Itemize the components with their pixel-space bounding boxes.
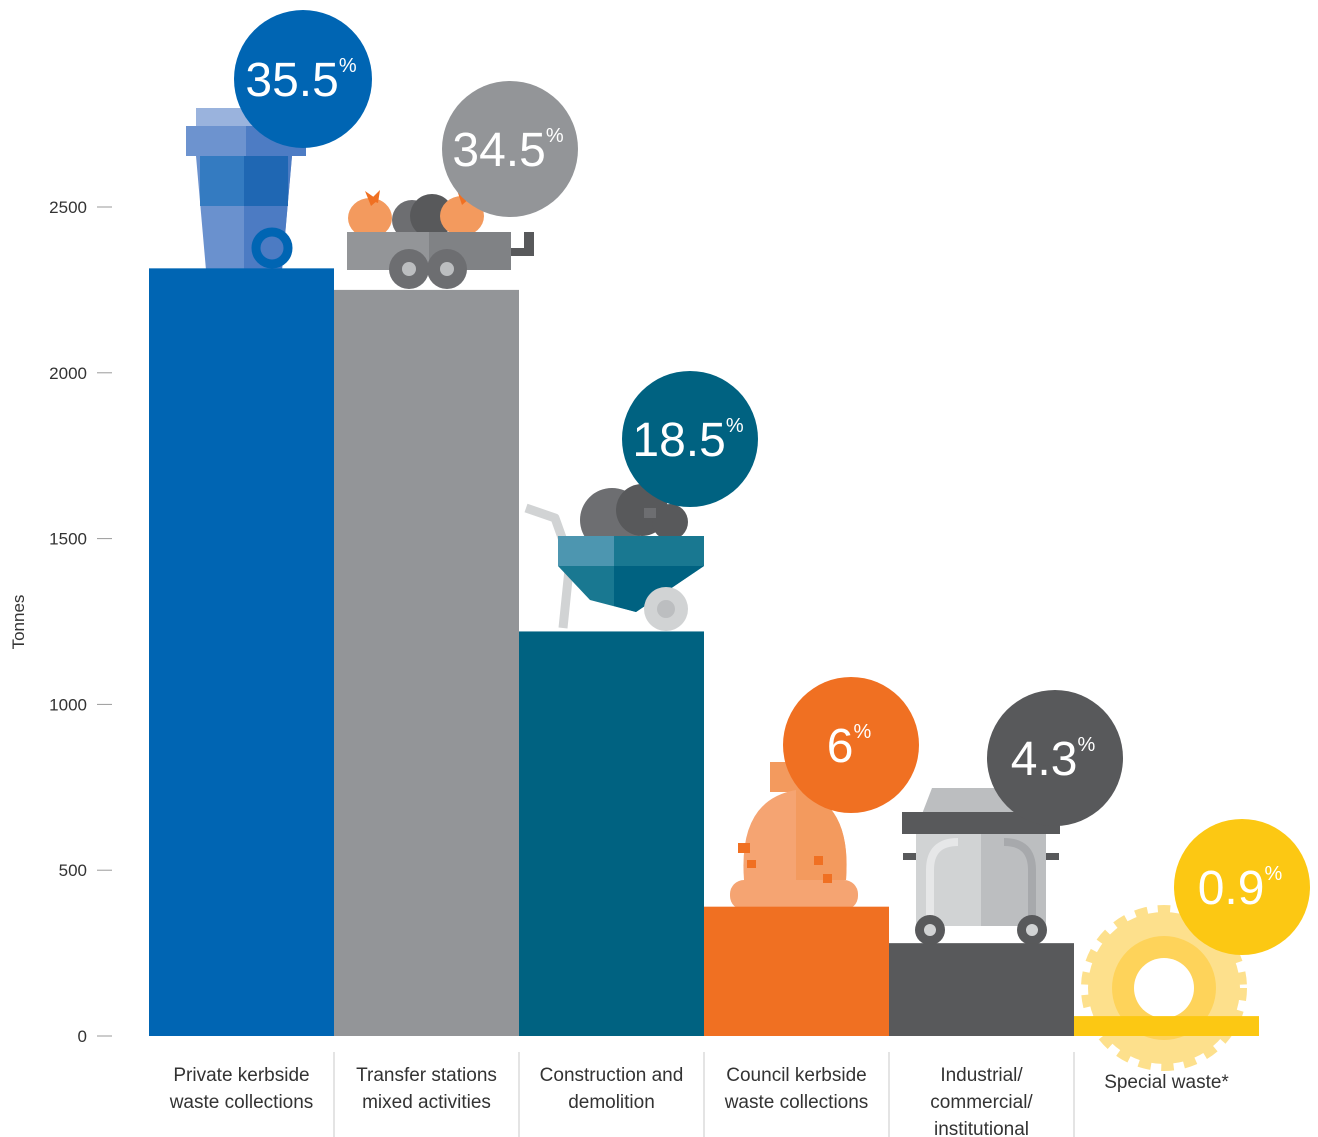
category-label: demolition bbox=[568, 1092, 655, 1113]
y-axis-title: Tonnes bbox=[9, 595, 28, 650]
category-label: Private kerbside bbox=[173, 1065, 309, 1086]
y-tick-label: 0 bbox=[78, 1027, 87, 1046]
percentage-bubble bbox=[234, 10, 372, 148]
category-label: commercial/ bbox=[930, 1092, 1033, 1113]
wheelbarrow-icon bbox=[524, 484, 704, 631]
category-label: waste collections bbox=[169, 1092, 314, 1113]
bars bbox=[149, 268, 1259, 1036]
category-label: Industrial/ bbox=[940, 1065, 1023, 1086]
category-label: Transfer stations bbox=[356, 1065, 497, 1086]
bar bbox=[519, 631, 704, 1036]
category-label: Council kerbside bbox=[726, 1065, 866, 1086]
category-label: Construction and bbox=[540, 1065, 684, 1086]
y-axis: 0 500 1000 1500 2000 2500 Tonnes bbox=[9, 198, 112, 1046]
percentage-bubble bbox=[622, 371, 758, 507]
bar bbox=[704, 906, 889, 1036]
rubbish-bag-icon bbox=[730, 762, 858, 910]
percentage-bubbles: 35.5% 34.5% 18.5% 6% 4.3% 0.9% bbox=[234, 10, 1310, 955]
y-tick-label: 1500 bbox=[49, 530, 87, 549]
percentage-bubble bbox=[987, 690, 1123, 826]
trailer-with-waste-icon bbox=[347, 190, 534, 289]
percentage-bubble bbox=[1174, 819, 1310, 955]
percentage-bubble bbox=[783, 677, 919, 813]
bar bbox=[334, 289, 519, 1036]
percentage-label: 0.9% bbox=[1198, 862, 1283, 915]
category-label: mixed activities bbox=[362, 1092, 491, 1113]
y-tick-label: 2500 bbox=[49, 198, 87, 217]
bar bbox=[889, 943, 1074, 1036]
y-tick-label: 500 bbox=[59, 861, 87, 880]
wheelie-bin-icon bbox=[186, 108, 306, 270]
bar bbox=[1074, 1016, 1259, 1036]
percentage-label: 18.5% bbox=[632, 414, 743, 467]
x-axis-categories: Private kerbside waste collections Transfe… bbox=[169, 1052, 1229, 1137]
percentage-label: 34.5% bbox=[452, 124, 563, 177]
y-tick-label: 1000 bbox=[49, 695, 87, 714]
bar bbox=[149, 268, 334, 1036]
y-tick-label: 2000 bbox=[49, 364, 87, 383]
category-label: Special waste* bbox=[1104, 1072, 1229, 1093]
percentage-label: 6% bbox=[827, 720, 872, 773]
category-label: waste collections bbox=[724, 1092, 869, 1113]
percentage-label: 35.5% bbox=[245, 54, 356, 107]
percentage-bubble bbox=[442, 81, 578, 217]
category-label: institutional bbox=[934, 1119, 1029, 1137]
percentage-label: 4.3% bbox=[1011, 733, 1096, 786]
